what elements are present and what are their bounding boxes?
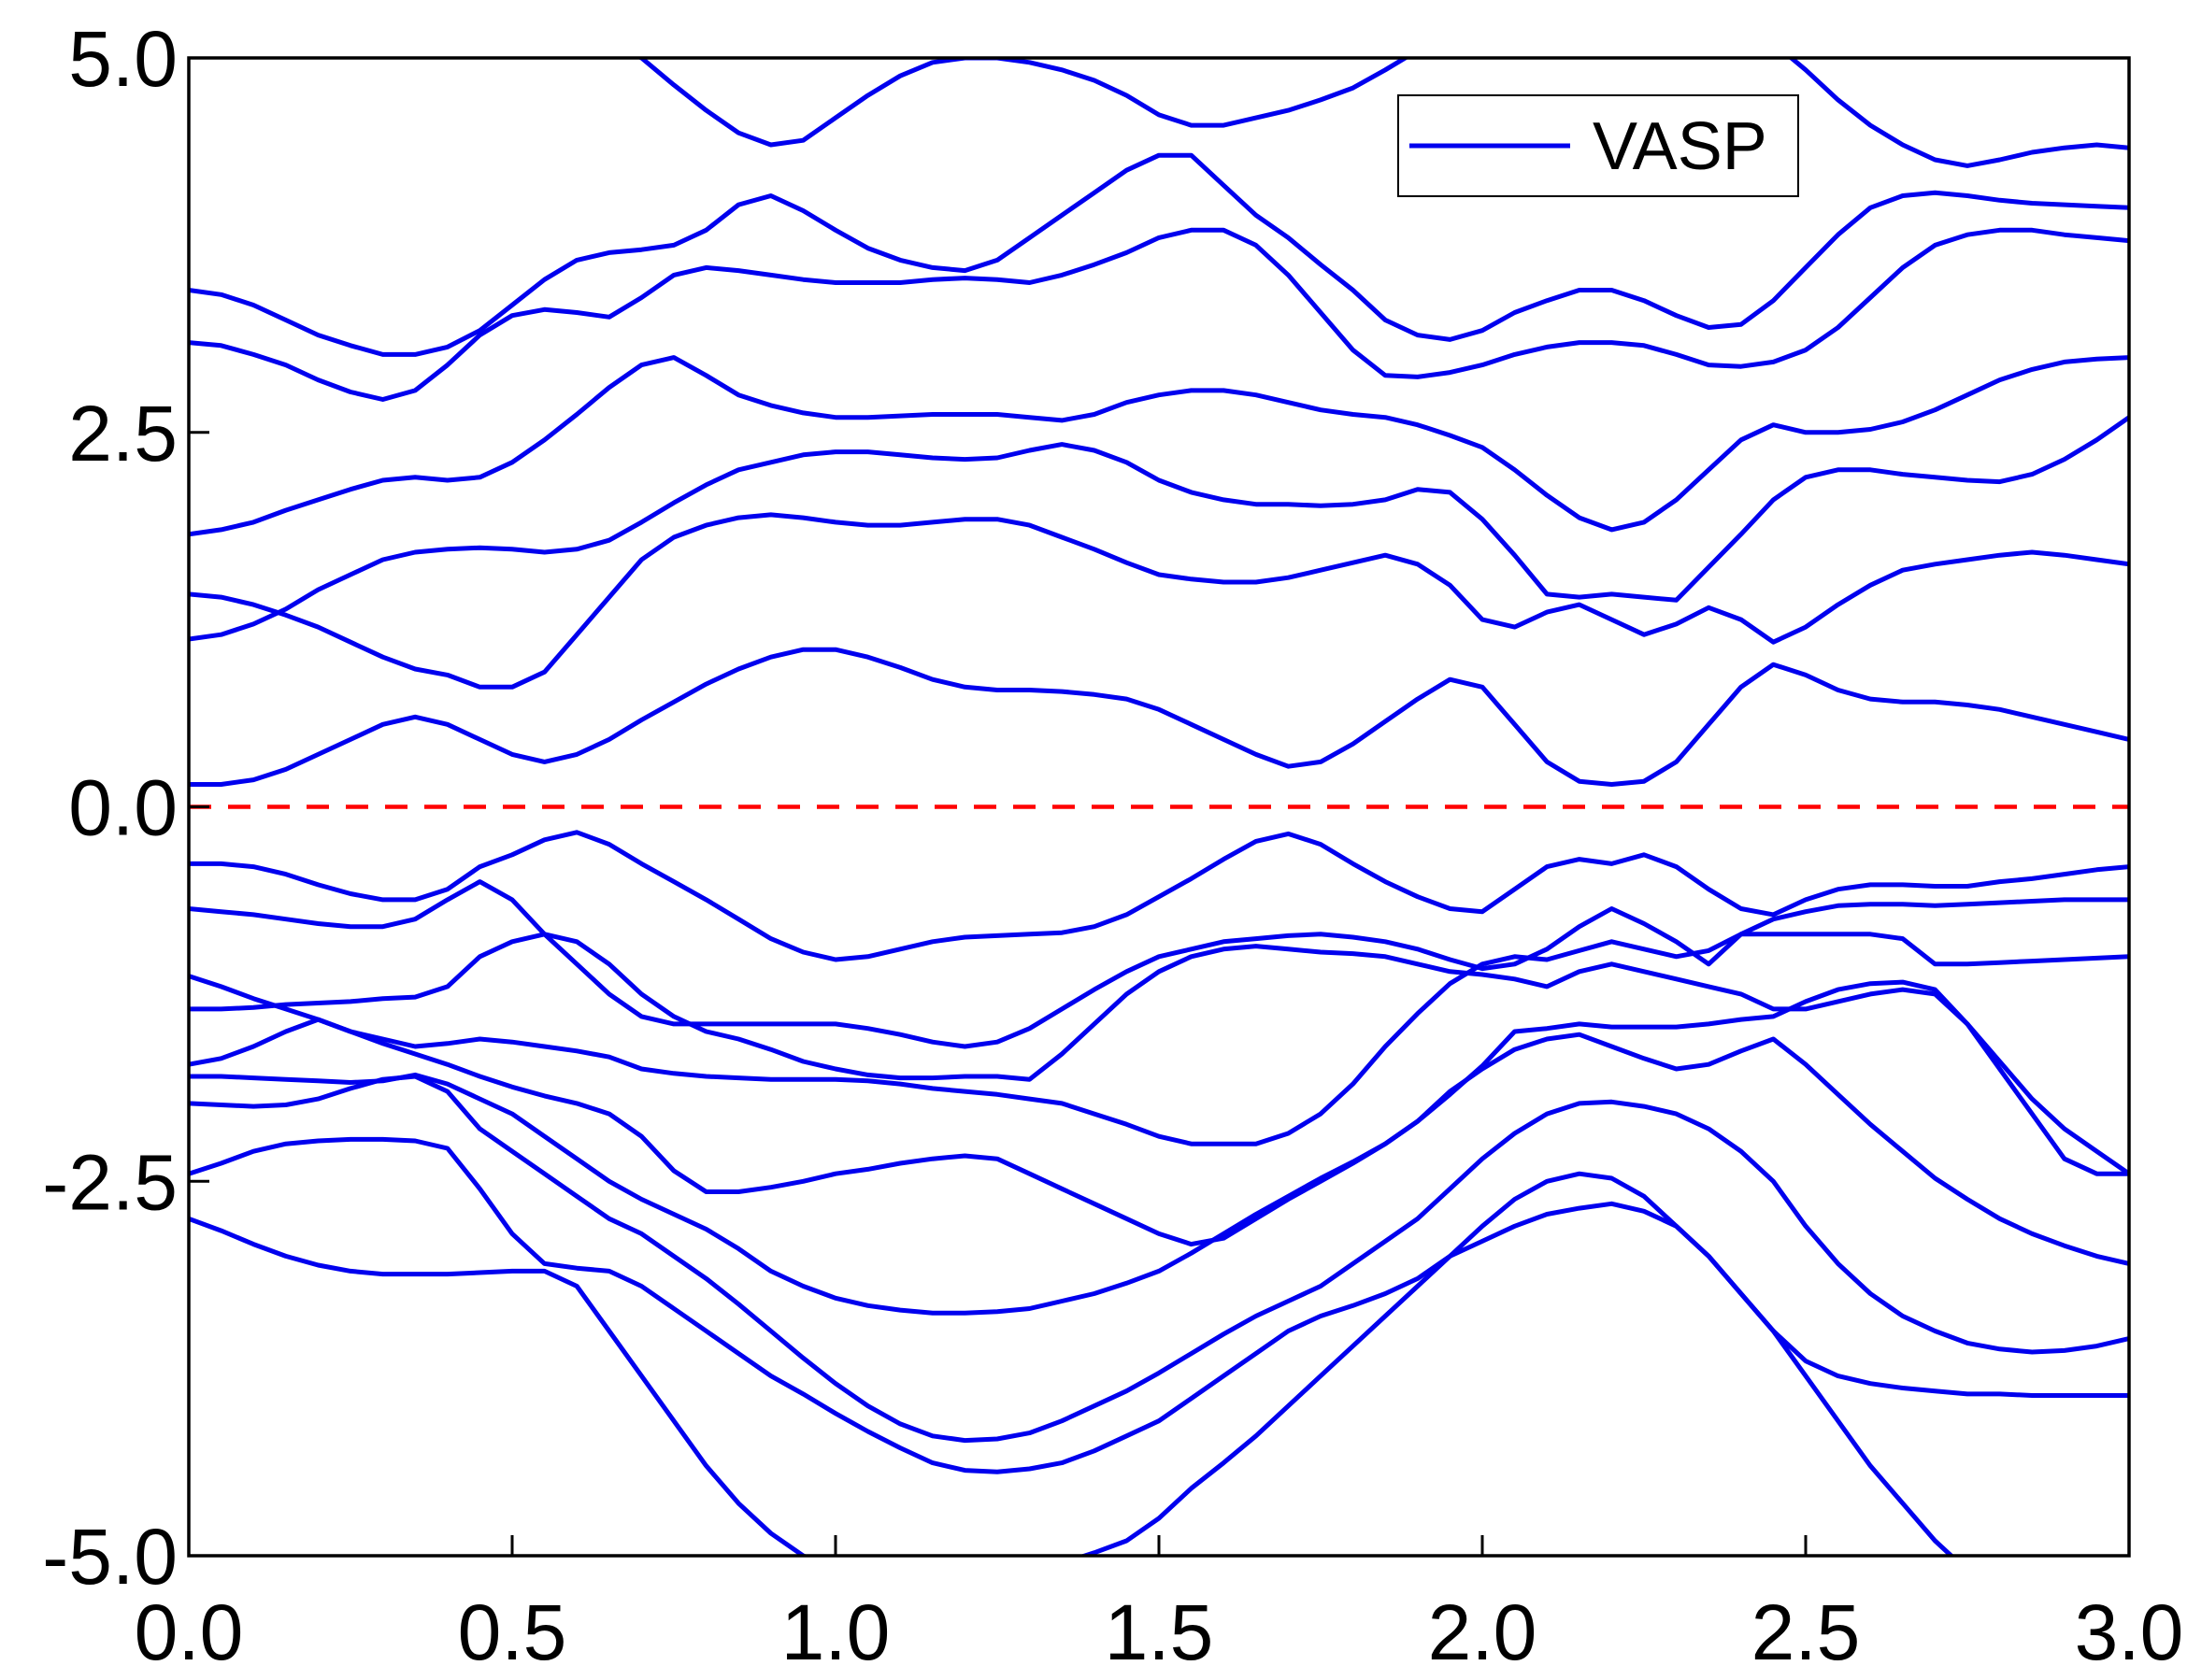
band-line-3 [189,1074,2129,1444]
band-line-11 [189,512,2129,690]
y-tick-label: 2.5 [68,390,178,477]
band-line-9 [189,830,2129,962]
band-line-13 [189,355,2129,537]
x-tick-label: 1.5 [1105,1588,1214,1675]
band-line-6 [189,932,2129,1146]
legend-label: VASP [1593,109,1767,184]
y-tick-label: -5.0 [42,1513,178,1601]
legend: VASP [1397,94,1799,197]
y-tick-label: 0.0 [68,764,178,852]
x-tick-label: 3.0 [2075,1588,2184,1675]
band-line-4 [189,1032,2129,1316]
band-line-12 [189,415,2129,642]
band-line-5 [189,979,2129,1247]
x-tick-label: 0.5 [458,1588,567,1675]
x-axis: 0.0 0.5 1.0 1.5 2.0 2.5 3.0 [135,1535,2184,1676]
band-line-7 [189,932,2129,1176]
band-line-16 [636,58,2129,168]
y-axis: -5.0 -2.5 0.0 2.5 5.0 [42,15,209,1601]
band-line-15 [189,152,2129,357]
band-line-1 [189,1201,1955,1556]
band-line-2 [189,1136,2129,1474]
y-tick-label: 5.0 [68,15,178,103]
x-tick-label: 2.0 [1428,1588,1537,1675]
band-line-8 [189,879,2129,1049]
legend-box [1397,94,1799,197]
band-line-10 [189,647,2129,787]
x-tick-label: 0.0 [135,1588,244,1675]
band-line-14 [189,227,2129,402]
band-lines [189,58,2129,1556]
y-tick-label: -2.5 [42,1138,178,1226]
x-tick-label: 2.5 [1751,1588,1861,1675]
x-tick-label: 1.0 [781,1588,891,1675]
